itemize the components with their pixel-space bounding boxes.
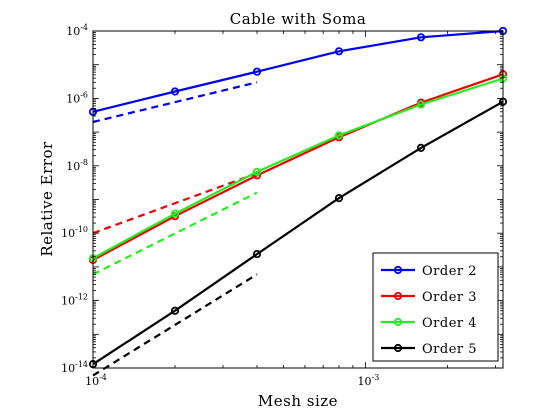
series-lines (88, 26, 508, 369)
series-line (92, 77, 504, 260)
y-tick-label: 10-12 (61, 293, 88, 308)
data-point (252, 67, 262, 76)
x-tick-label-base: 10 (85, 375, 99, 388)
data-point (334, 194, 344, 203)
legend-swatch-marker (393, 265, 403, 275)
legend-label: Order 4 (422, 316, 477, 331)
legend: Order 2 Order 3 Order 4 Order 5 (372, 252, 499, 362)
y-tick-label: 10-14 (61, 360, 88, 375)
legend-swatch-marker (393, 317, 403, 327)
y-tick-label-exponent: -10 (75, 225, 88, 234)
y-tick-label-exponent: -6 (80, 90, 88, 99)
data-point (170, 209, 180, 218)
chart-title: Cable with Soma (230, 10, 367, 28)
data-point (416, 143, 426, 152)
x-tick-label-base: 10 (357, 375, 371, 388)
y-tick-label-exponent: -12 (75, 293, 88, 302)
y-tick-label-base: 10 (66, 92, 80, 105)
legend-label: Order 2 (422, 264, 477, 279)
reference-line (92, 81, 258, 124)
y-tick-label-exponent: -8 (80, 158, 88, 167)
y-tick-label: 10-4 (66, 23, 88, 38)
x-axis-label: Mesh size (258, 392, 338, 410)
y-tick-label: 10-6 (66, 90, 88, 105)
data-point (334, 131, 344, 140)
y-tick-label-base: 10 (61, 227, 75, 240)
legend-swatch-marker (393, 291, 403, 301)
y-tick-label: 10-10 (61, 225, 88, 240)
data-point (334, 47, 344, 56)
y-tick-label-base: 10 (61, 295, 75, 308)
data-point (252, 249, 262, 259)
axis-ticks (92, 30, 503, 369)
y-tick-label-exponent: -4 (80, 23, 88, 32)
y-tick-label-base: 10 (66, 25, 80, 38)
y-axis-label: Relative Error (38, 141, 56, 257)
legend-label: Order 5 (422, 342, 477, 357)
data-point (170, 87, 180, 96)
data-point (416, 33, 426, 42)
x-tick-label: 10-3 (357, 373, 379, 388)
data-point (252, 167, 262, 176)
reference-line (92, 172, 258, 235)
x-tick-label: 10-4 (85, 373, 107, 388)
reference-lines (92, 81, 258, 377)
y-tick-label-exponent: -14 (75, 360, 88, 369)
y-tick-label-base: 10 (61, 362, 75, 375)
y-tick-label: 10-8 (66, 158, 88, 173)
data-point (170, 306, 180, 315)
reference-line (92, 191, 258, 276)
series-line (92, 73, 504, 261)
y-tick-label-base: 10 (66, 160, 80, 173)
x-tick-label-exponent: -3 (371, 373, 379, 382)
legend-label: Order 3 (422, 290, 477, 305)
series-line (92, 100, 504, 366)
legend-swatch-marker (393, 343, 403, 353)
x-tick-label-exponent: -4 (99, 373, 107, 382)
data-point (416, 100, 426, 109)
reference-line (92, 273, 258, 377)
series-line (92, 29, 504, 113)
